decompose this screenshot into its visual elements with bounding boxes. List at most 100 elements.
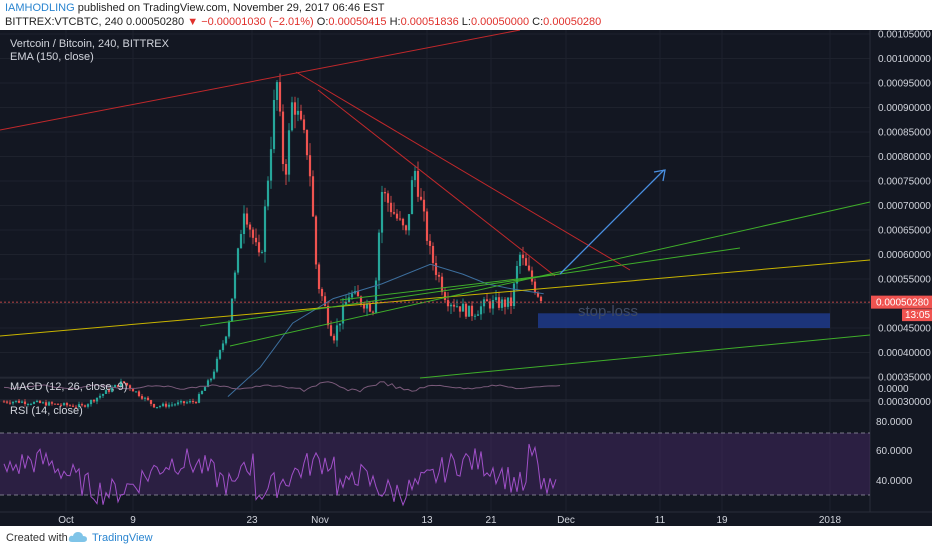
down-triangle-icon: ▼ xyxy=(187,16,199,28)
candle-body xyxy=(68,405,72,407)
trend-line-green-3[interactable] xyxy=(419,334,871,379)
open-value: 0.00050415 xyxy=(328,16,387,28)
candle-body xyxy=(194,402,198,404)
candle-body xyxy=(17,400,21,403)
trend-line-red-inner[interactable] xyxy=(317,89,556,277)
candle-body xyxy=(83,405,87,407)
candle-body xyxy=(167,404,171,407)
candle-body xyxy=(341,304,345,324)
trend-line-green-4[interactable] xyxy=(339,273,561,301)
projection-arrow-line[interactable] xyxy=(559,169,665,275)
candle-body xyxy=(518,254,522,267)
candle-body xyxy=(224,336,228,344)
candle-body xyxy=(164,403,168,407)
trend-line-green-1[interactable] xyxy=(229,201,871,347)
trend-line-yellow[interactable] xyxy=(0,259,871,337)
author-link[interactable]: IAMHODLING xyxy=(5,2,75,14)
candle-body xyxy=(287,130,291,175)
price-axis-tick: 0.00040000 xyxy=(878,348,931,359)
candle-body xyxy=(395,213,399,219)
candle-body xyxy=(293,102,297,115)
macd-line xyxy=(3,381,561,393)
chart-title: Vertcoin / Bitcoin, 240, BITTREX xyxy=(10,38,170,50)
candle-body xyxy=(23,401,27,405)
candle-body xyxy=(503,299,507,307)
candle-body xyxy=(110,387,114,392)
candle-body xyxy=(239,234,243,249)
candle-body xyxy=(407,214,411,231)
candle-body xyxy=(20,401,24,403)
rsi-line xyxy=(3,443,557,507)
candle-body xyxy=(32,402,36,404)
candle-body xyxy=(152,403,156,408)
time-axis-tick: 13 xyxy=(421,515,433,526)
candle-body xyxy=(185,402,189,404)
candle-body xyxy=(284,164,288,175)
time-axis-tick: Nov xyxy=(311,515,329,526)
candle-body xyxy=(266,180,270,207)
candle-body xyxy=(344,301,348,305)
time-axis-tick: 11 xyxy=(655,515,666,526)
candle-body xyxy=(170,404,174,406)
rsi-tick-40: 40.0000 xyxy=(876,476,913,487)
candle-body xyxy=(482,299,486,307)
price-axis-tick: 0.00100000 xyxy=(878,54,931,65)
low-label: L: xyxy=(461,16,471,28)
candle-body xyxy=(44,402,48,406)
stop-loss-zone[interactable] xyxy=(538,313,830,328)
candle-body xyxy=(278,82,282,112)
close-label: C: xyxy=(532,16,544,28)
trend-line-red-descending[interactable] xyxy=(295,71,631,271)
candle-body xyxy=(449,304,453,307)
price-axis-tick: 0.00070000 xyxy=(878,201,931,212)
candle-body xyxy=(263,206,267,252)
tradingview-logo[interactable]: TradingView xyxy=(92,532,153,544)
candle-body xyxy=(401,218,405,226)
candle-body xyxy=(485,299,489,302)
candles xyxy=(2,73,543,410)
ema-line xyxy=(227,263,544,397)
candle-body xyxy=(365,303,369,309)
candle-body xyxy=(14,400,18,402)
rsi-tick-80: 80.0000 xyxy=(876,417,913,428)
rsi-legend[interactable]: RSI (14, close) xyxy=(10,405,83,417)
candle-body xyxy=(497,297,501,308)
current-price-tag-text: 0.00050280 xyxy=(876,298,929,309)
candle-body xyxy=(476,314,480,316)
trend-line-green-2[interactable] xyxy=(199,247,741,327)
candle-body xyxy=(383,191,387,194)
macd-legend[interactable]: MACD (12, 26, close, 9) xyxy=(10,381,127,393)
candle-body xyxy=(539,296,543,302)
candle-body xyxy=(209,378,213,381)
candle-body xyxy=(455,306,459,308)
candle-body xyxy=(314,216,318,265)
ema-legend[interactable]: EMA (150, close) xyxy=(10,51,94,63)
candle-body xyxy=(527,265,531,271)
published-text: published on TradingView.com, November 2… xyxy=(77,2,385,14)
price-chart[interactable]: stop-loss Vertcoin / Bitcoin, 240, BITTR… xyxy=(0,30,932,526)
rsi-tick-60: 60.0000 xyxy=(876,446,913,457)
candle-body xyxy=(128,385,132,389)
candle-body xyxy=(35,400,39,403)
candle-body xyxy=(386,193,390,203)
price-axis-tick: 0.00035000 xyxy=(878,373,931,384)
time-axis-tick: 23 xyxy=(246,515,258,526)
tradingview-cloud-icon xyxy=(68,532,87,542)
candle-body xyxy=(425,211,429,241)
candle-body xyxy=(488,301,492,309)
time-axis[interactable]: Oct 9 23 Nov 13 21 Dec 11 19 2018 xyxy=(58,515,841,526)
trend-line-red-upper[interactable] xyxy=(0,30,521,131)
candle-body xyxy=(59,404,63,406)
candle-body xyxy=(161,403,165,407)
candle-body xyxy=(380,191,384,233)
candle-body xyxy=(143,397,147,399)
candle-body xyxy=(140,396,144,399)
candle-body xyxy=(89,400,93,405)
candle-body xyxy=(26,403,30,405)
candle-body xyxy=(260,251,264,253)
candle-body xyxy=(491,300,495,309)
chart-background xyxy=(0,30,932,526)
candle-body xyxy=(179,401,183,403)
candle-body xyxy=(368,303,372,312)
candle-body xyxy=(533,281,537,293)
